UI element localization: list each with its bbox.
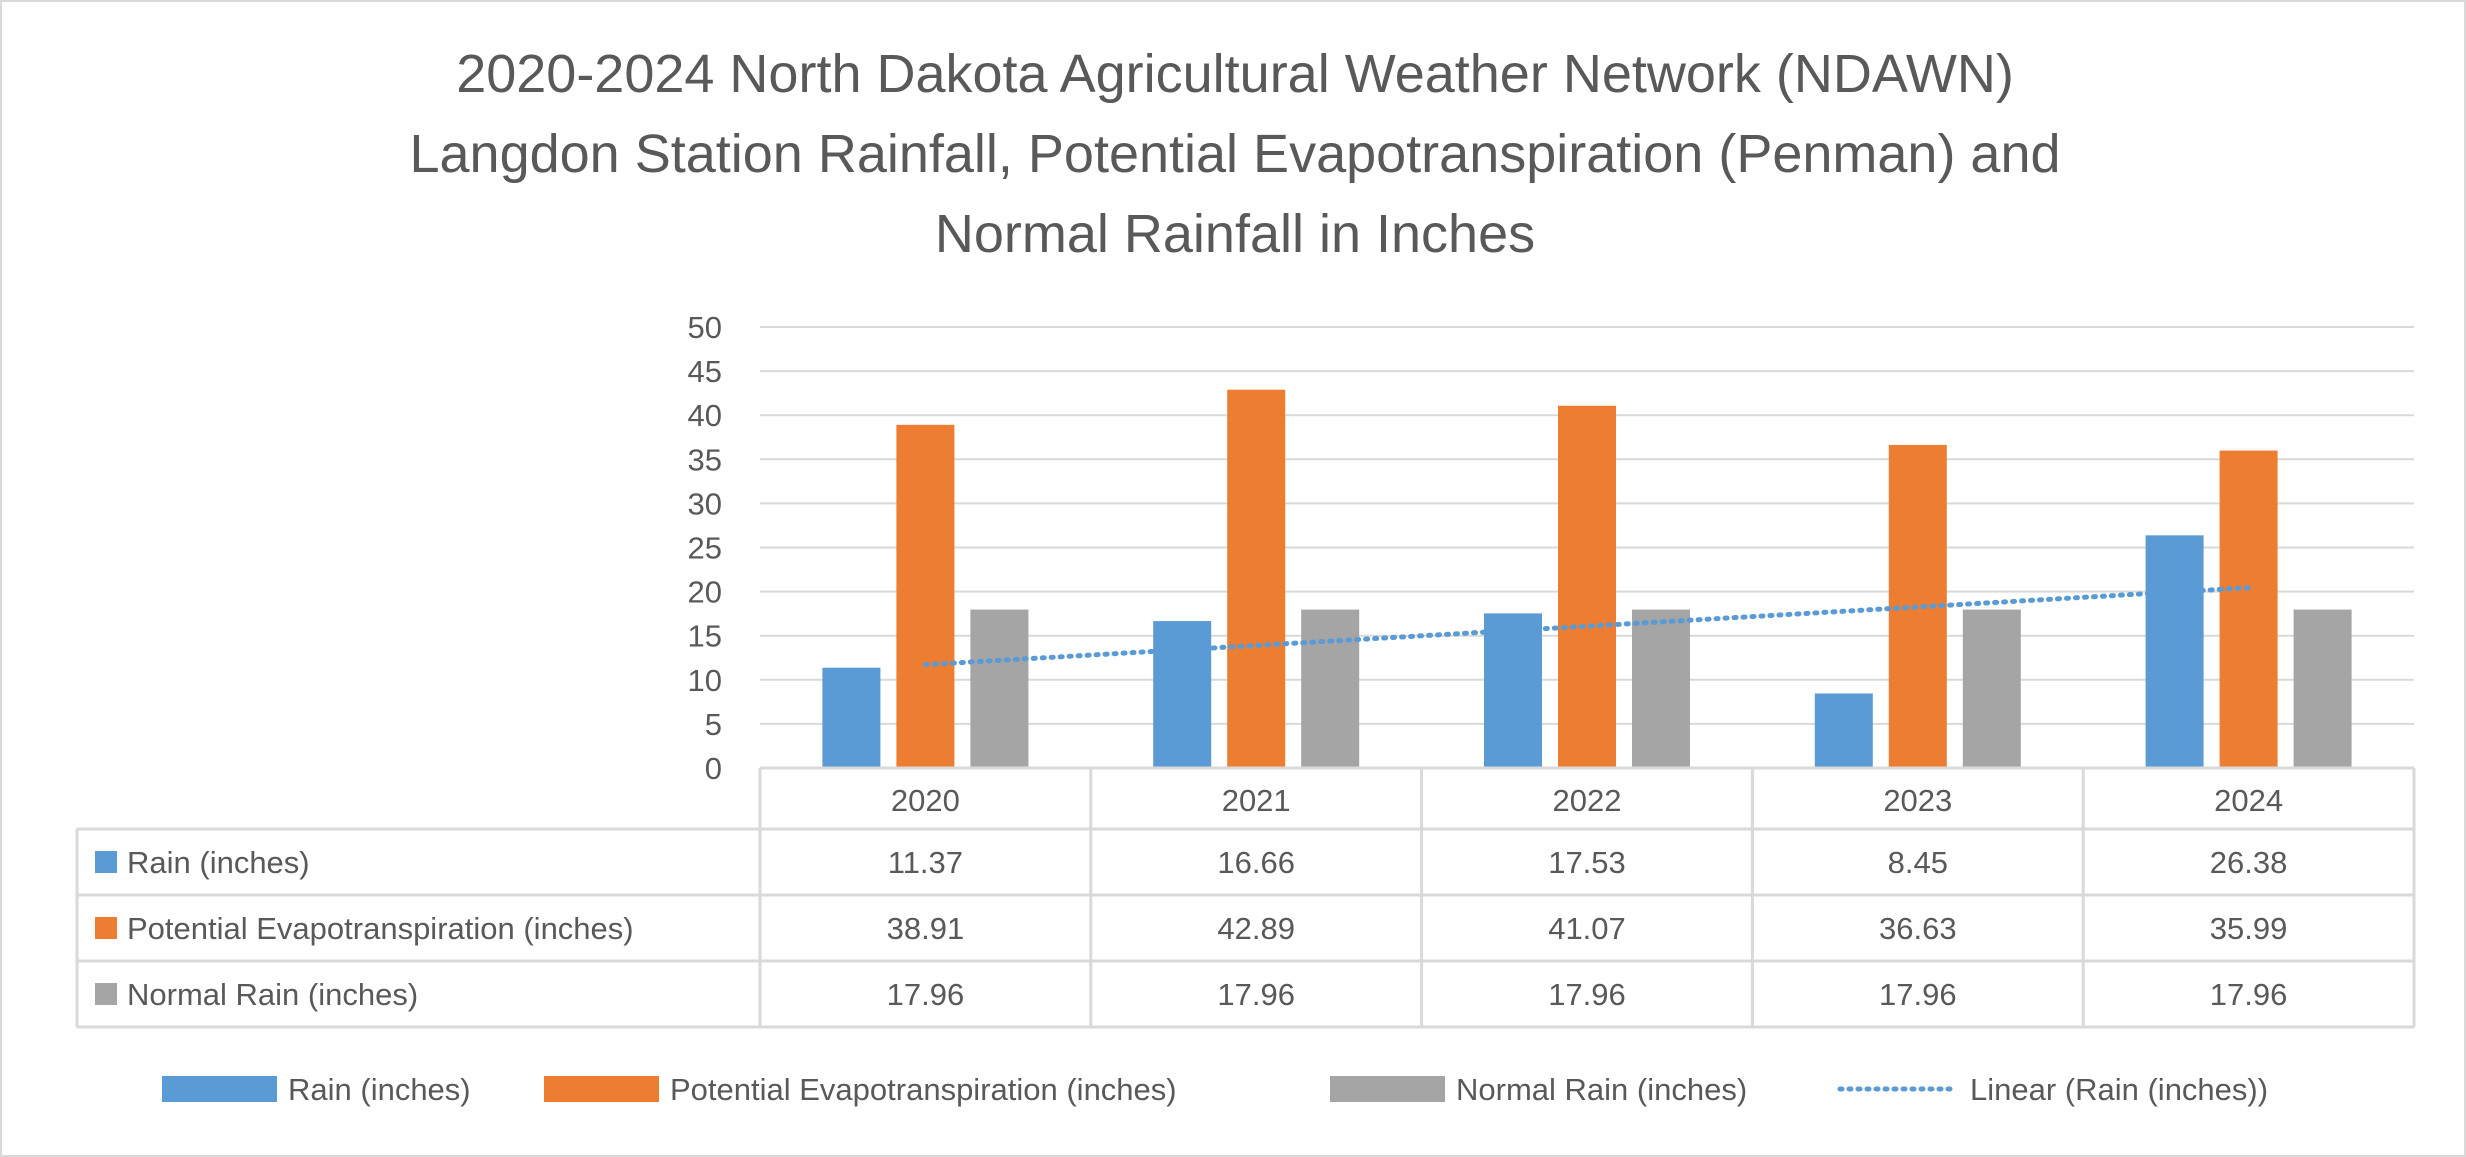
legend-label: Rain (inches)	[288, 1072, 471, 1107]
bar-normal-2023	[1962, 609, 2021, 768]
y-tick-label: 20	[688, 575, 722, 610]
x-category-label: 2020	[891, 783, 960, 818]
bar-rain-2024	[2145, 535, 2204, 768]
trendline-linear-rain	[922, 585, 2252, 668]
bar-rain-2022	[1484, 613, 1542, 768]
bar-rain-2023	[1814, 693, 1873, 768]
bar-normal-2022	[1632, 609, 1690, 768]
bar-potential-2024	[2219, 450, 2278, 768]
table-cell-value: 16.66	[1217, 845, 1295, 880]
y-tick-label: 25	[688, 531, 722, 566]
legend-label: Linear (Rain (inches))	[1970, 1072, 2268, 1107]
legend: Rain (inches) Potential Evapotranspiratio…	[162, 1072, 2268, 1107]
y-tick-label: 0	[705, 751, 722, 786]
legend-label: Normal Rain (inches)	[1456, 1072, 1747, 1107]
bar-normal-2020	[970, 609, 1029, 768]
y-axis: 0 5 10 15 20 25 30 35 40 45 50	[688, 310, 722, 786]
table-cell-value: 8.45	[1888, 845, 1948, 880]
x-category-label: 2024	[2214, 783, 2283, 818]
table-cell-value: 35.99	[2210, 911, 2288, 946]
table-cell-value: 17.96	[1217, 977, 1295, 1012]
x-category-label: 2021	[1222, 783, 1291, 818]
y-tick-label: 5	[705, 707, 722, 742]
table-row-label: Rain (inches)	[127, 845, 310, 880]
bars	[822, 389, 2352, 768]
y-tick-label: 10	[688, 663, 722, 698]
table-cell-value: 17.96	[1879, 977, 1957, 1012]
table-row-label: Potential Evapotranspiration (inches)	[127, 911, 634, 946]
trendline	[922, 585, 2252, 668]
table-cell-value: 17.96	[2210, 977, 2288, 1012]
table-cell-value: 17.96	[887, 977, 965, 1012]
y-tick-label: 35	[688, 442, 722, 477]
table-cell-value: 38.91	[887, 911, 965, 946]
table-cell-value: 26.38	[2210, 845, 2288, 880]
title-line-3: Normal Rainfall in Inches	[935, 204, 1535, 264]
table-cell-value: 41.07	[1548, 911, 1626, 946]
title-line-1: 2020-2024 North Dakota Agricultural Weat…	[456, 44, 2014, 104]
bar-potential-2021	[1227, 389, 1286, 768]
legend-swatch-potential	[544, 1076, 659, 1102]
x-category-label: 2023	[1883, 783, 1952, 818]
bar-potential-2020	[896, 424, 955, 768]
legend-swatch-normal	[1330, 1076, 1445, 1102]
table-cell-value: 42.89	[1217, 911, 1295, 946]
table-row-label: Normal Rain (inches)	[127, 977, 418, 1012]
table-cell-value: 11.37	[888, 845, 963, 880]
bar-rain-2021	[1153, 621, 1212, 768]
bar-potential-2022	[1558, 405, 1616, 768]
y-tick-label: 50	[688, 310, 722, 345]
table-cell-value: 17.53	[1548, 845, 1626, 880]
table-cell-value: 36.63	[1879, 911, 1957, 946]
table-legend-key	[95, 983, 117, 1005]
bar-normal-2024	[2293, 609, 2352, 768]
bar-normal-2021	[1301, 609, 1360, 768]
bar-rain-2020	[822, 667, 881, 768]
y-tick-label: 45	[688, 354, 722, 389]
legend-label: Potential Evapotranspiration (inches)	[670, 1072, 1177, 1107]
chart-title: 2020-2024 North Dakota Agricultural Weat…	[409, 44, 2060, 264]
table-cell-value: 17.96	[1548, 977, 1626, 1012]
title-line-2: Langdon Station Rainfall, Potential Evap…	[409, 124, 2060, 184]
legend-swatch-rain	[162, 1076, 277, 1102]
y-tick-label: 40	[688, 398, 722, 433]
data-table: 2020 2021 2022 2023 2024 Rain (inches) 11.37 16…	[75, 766, 2416, 1029]
table-legend-key	[95, 851, 117, 873]
y-tick-label: 15	[688, 619, 722, 654]
x-category-label: 2022	[1553, 783, 1622, 818]
y-tick-label: 30	[688, 486, 722, 521]
table-legend-key	[95, 917, 117, 939]
